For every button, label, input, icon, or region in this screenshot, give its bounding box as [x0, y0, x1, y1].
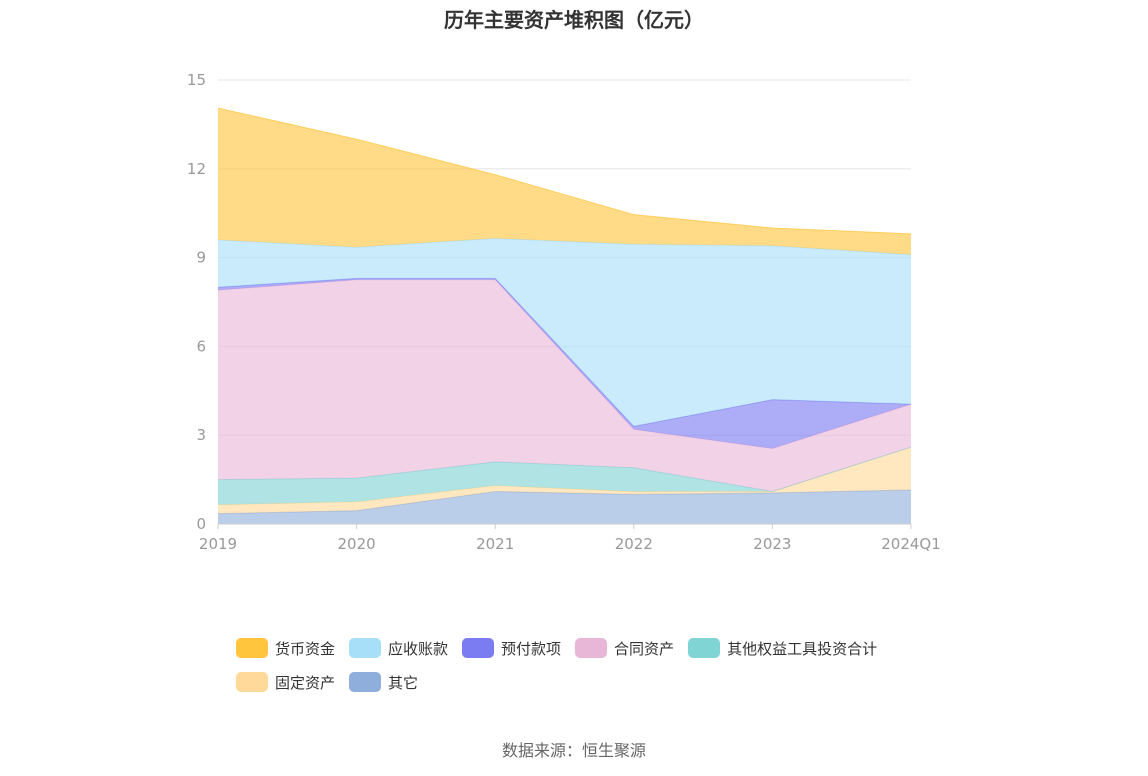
x-tick-label: 2019 — [199, 535, 237, 553]
legend-label: 合同资产 — [614, 639, 675, 658]
legend-item[interactable]: 固定资产 — [236, 671, 335, 693]
legend-label: 其它 — [388, 673, 419, 692]
x-tick-label: 2021 — [476, 535, 514, 553]
y-tick-label: 9 — [196, 249, 206, 267]
area-series-固定资产 — [218, 447, 911, 514]
y-tick-label: 0 — [196, 515, 206, 533]
legend-swatch — [349, 672, 382, 692]
data-source: 数据来源：恒生聚源 — [501, 741, 646, 760]
x-tick-label: 2022 — [615, 535, 653, 553]
stacked-area-chart: 0 3 6 9 12 15 2019 2020 2021 2022 2023 2024Q1 — [187, 71, 941, 553]
y-tick-label: 3 — [196, 426, 206, 444]
legend-item[interactable]: 应收账款 — [349, 637, 448, 659]
chart-title: 历年主要资产堆积图（亿元） — [444, 8, 704, 32]
legend-swatch — [462, 638, 495, 658]
legend-label: 应收账款 — [388, 639, 449, 658]
legend-swatch — [236, 638, 268, 658]
legend-item[interactable]: 货币资金 — [236, 637, 335, 659]
legend-swatch — [688, 638, 721, 658]
legend-item[interactable]: 其他权益工具投资合计 — [688, 637, 877, 659]
area-series-其他权益工具投资合计 — [218, 447, 911, 505]
legend: 货币资金 应收账款 预付款项 合同资产 其他权益工具投资合计固定资产 其它 — [236, 637, 936, 693]
y-tick-label: 12 — [187, 160, 206, 178]
x-tick-label: 2023 — [753, 535, 791, 553]
area-series-货币资金 — [218, 108, 911, 255]
y-tick-label: 15 — [187, 71, 206, 89]
area-series-应收账款 — [218, 238, 911, 427]
legend-label: 固定资产 — [275, 673, 336, 692]
legend-item[interactable]: 合同资产 — [575, 637, 674, 659]
legend-swatch — [236, 672, 268, 692]
area-series-合同资产 — [218, 279, 911, 492]
legend-label: 预付款项 — [501, 639, 562, 658]
legend-swatch — [575, 638, 608, 658]
legend-label: 其他权益工具投资合计 — [727, 639, 878, 658]
x-tick-label: 2024Q1 — [881, 535, 941, 553]
legend-item[interactable]: 其它 — [349, 671, 418, 693]
legend-label: 货币资金 — [275, 639, 336, 658]
legend-swatch — [349, 638, 382, 658]
x-tick-label: 2020 — [338, 535, 376, 553]
legend-item[interactable]: 预付款项 — [462, 637, 561, 659]
area-series-其它 — [218, 489, 911, 524]
y-tick-label: 6 — [196, 337, 206, 355]
area-edge-货币资金 — [217, 107, 912, 235]
